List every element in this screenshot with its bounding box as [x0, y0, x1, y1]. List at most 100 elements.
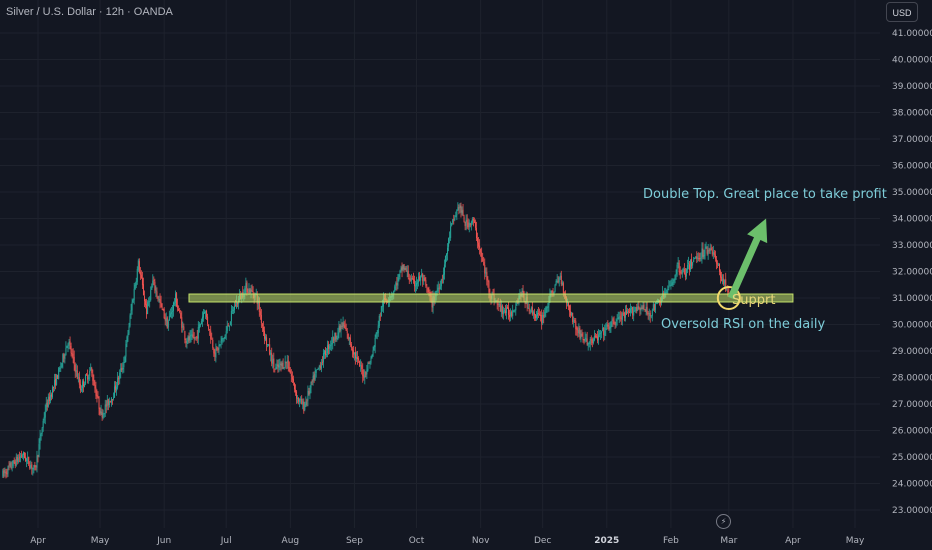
candle-body [379, 316, 381, 318]
time-tick-label: May [91, 536, 110, 546]
candle-body [212, 339, 214, 348]
candle-body [163, 308, 165, 318]
candle-body [539, 314, 541, 315]
candle-body [395, 282, 397, 286]
candle-body [557, 280, 559, 283]
candle-body [216, 346, 218, 349]
candle-body [258, 301, 260, 312]
candle-body [646, 306, 648, 314]
candle-body [704, 248, 706, 256]
candle-body [21, 455, 23, 457]
candle-body [474, 222, 476, 228]
candle-body [357, 357, 359, 360]
candle-body [722, 278, 724, 282]
support-circle[interactable] [716, 286, 741, 310]
candle-body [456, 209, 458, 216]
candle-body [58, 368, 60, 379]
candle-body [286, 361, 288, 363]
oversold-rsi-label[interactable]: Oversold RSI on the daily [661, 317, 825, 332]
candle-body [53, 387, 55, 388]
candle-body [413, 279, 415, 287]
candle-body [605, 327, 607, 331]
candle-body [375, 333, 377, 338]
candle-body [553, 291, 555, 295]
candle-body [508, 307, 510, 315]
candle-body [672, 282, 674, 283]
currency-button[interactable]: USD [886, 2, 918, 22]
candle-body [670, 284, 672, 286]
candle-body [219, 344, 221, 345]
candle-body [660, 302, 662, 304]
candle-body [665, 292, 667, 293]
candle-body [643, 304, 645, 310]
candle-body [224, 334, 226, 339]
candle-body [677, 262, 679, 264]
candle-body [47, 396, 49, 407]
candle-body [157, 296, 159, 300]
double-top-label[interactable]: Double Top. Great place to take profit [643, 187, 887, 202]
candle-body [179, 310, 181, 313]
candle-body [60, 366, 62, 368]
time-axis[interactable]: Apr May Jun Jul Aug Sep Oct Nov Dec 2025 Feb Mar Apr… [30, 536, 865, 546]
lightning-bolt-icon[interactable]: ⚡ [716, 514, 731, 529]
candle-body [265, 336, 267, 340]
candle-body [274, 368, 276, 370]
candle-body [80, 389, 82, 391]
take-profit-arrow[interactable] [727, 218, 768, 300]
candle-body [17, 458, 19, 463]
candle-body [235, 305, 237, 307]
candle-body [638, 306, 640, 309]
candle-body [502, 310, 504, 315]
candle-body [581, 333, 583, 336]
candle-body [522, 290, 524, 293]
candle-body [551, 290, 553, 293]
candle-body [195, 336, 197, 338]
support-label[interactable]: Supprt [732, 293, 775, 308]
candle-body [19, 456, 21, 458]
candle-body [141, 277, 143, 286]
candle-body [610, 321, 612, 328]
candle-body [193, 337, 195, 339]
candle-body [135, 280, 137, 286]
candle-body [647, 313, 649, 315]
candle-body [680, 272, 682, 274]
price-axis[interactable]: 41.00000 40.00000 39.00000 38.00000 37.00000… [892, 29, 932, 516]
candle-body [380, 306, 382, 316]
candle-body [550, 291, 552, 293]
candles [2, 202, 730, 479]
candle-body [328, 344, 330, 350]
candle-body [136, 268, 138, 282]
candle-body [703, 255, 705, 258]
candle-body [438, 287, 440, 289]
candle-body [470, 222, 472, 226]
candle-body [320, 362, 322, 369]
time-tick-label: Aug [282, 536, 300, 546]
candle-body [488, 281, 490, 293]
price-tick-label: 30.00000 [892, 321, 932, 331]
candle-body [225, 331, 227, 335]
candle-body [639, 307, 641, 311]
support-zone-rect[interactable] [188, 293, 794, 303]
candle-body [127, 333, 129, 337]
candle-body [12, 460, 14, 467]
candle-body [140, 274, 142, 279]
candle-body [541, 314, 543, 324]
candle-body [401, 266, 403, 271]
candle-body [346, 331, 348, 333]
candle-body [28, 456, 30, 465]
candle-body [227, 325, 229, 327]
candle-body [103, 413, 105, 415]
candle-body [213, 348, 215, 354]
candle-body [304, 404, 306, 410]
candle-body [568, 302, 570, 307]
candle-body [576, 328, 578, 331]
candle-body [341, 326, 343, 327]
candle-body [486, 272, 488, 281]
candle-body [589, 338, 591, 345]
support-zone-layer [188, 293, 794, 303]
candle-body [514, 309, 516, 311]
candle-body [315, 369, 317, 373]
candle-body [358, 358, 360, 361]
